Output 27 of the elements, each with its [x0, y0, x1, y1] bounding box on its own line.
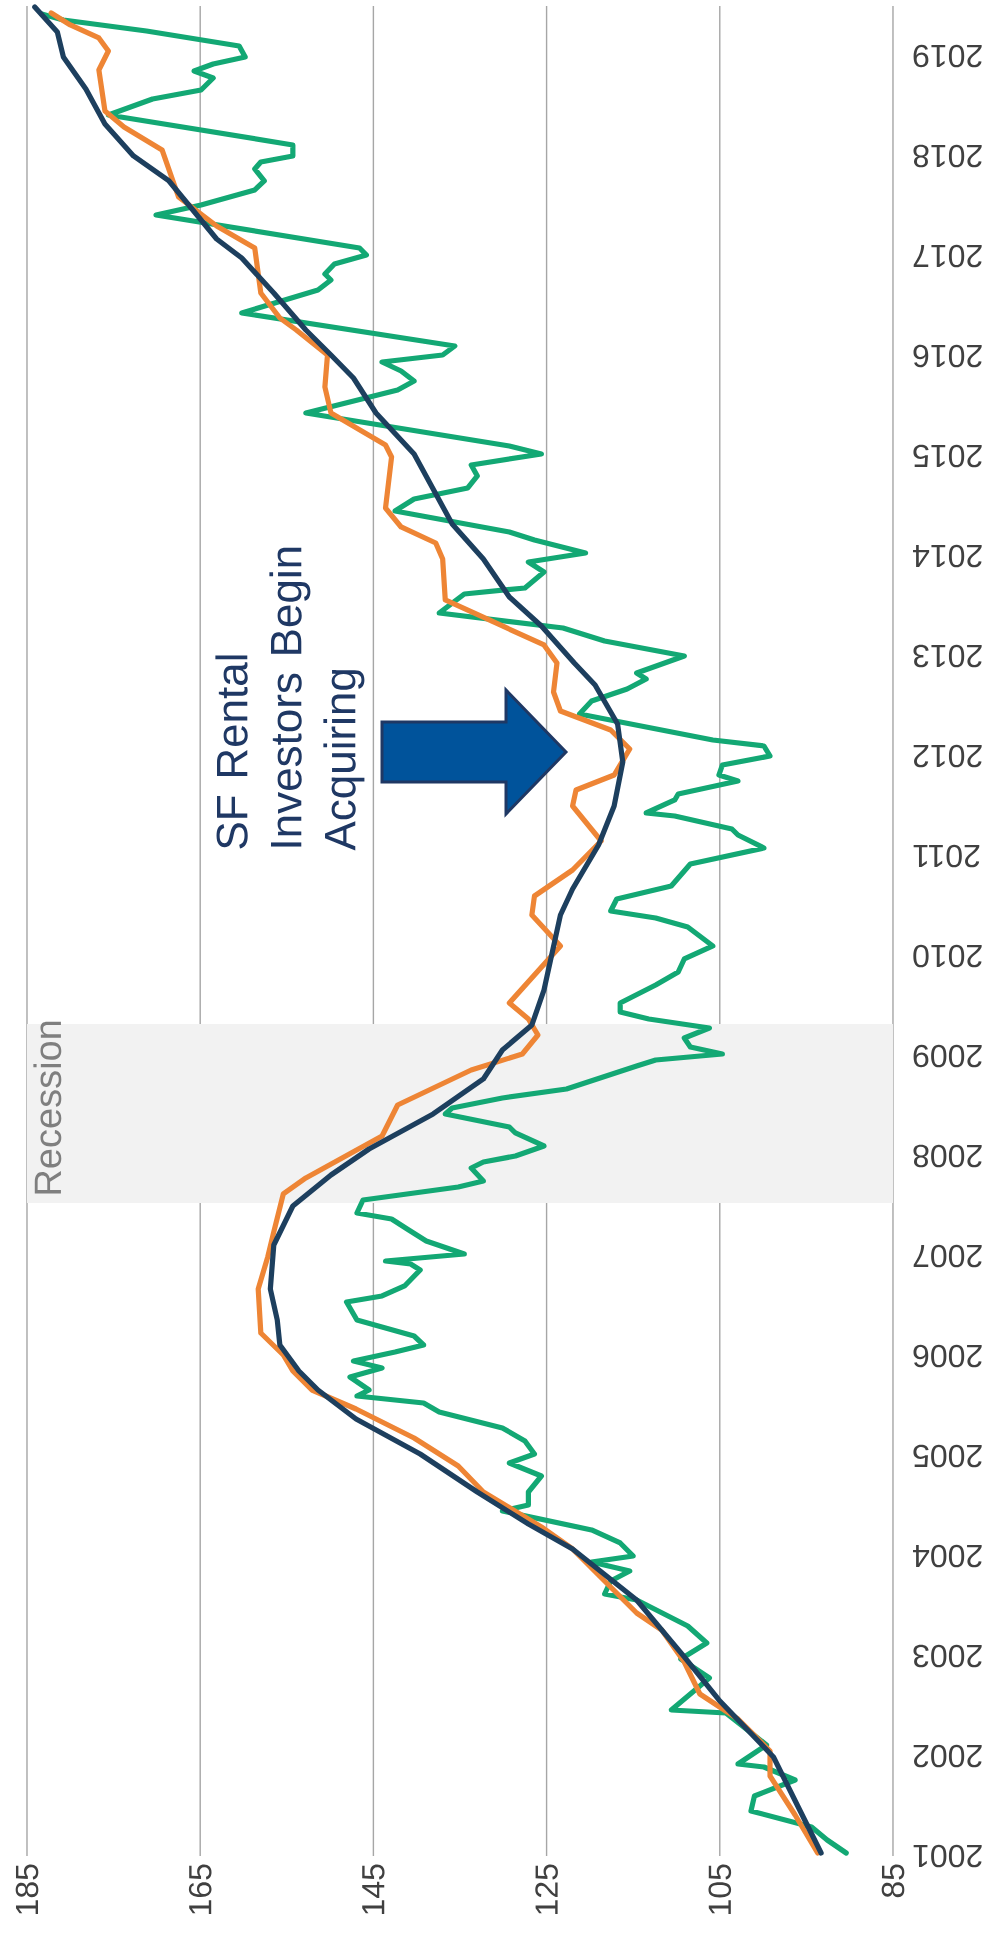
y-tick-label: 2017: [913, 244, 982, 268]
y-tick-label: 2012: [913, 744, 982, 768]
y-tick-label: 2007: [913, 1244, 982, 1268]
y-tick-label: 2004: [913, 1544, 982, 1568]
y-tick-label: 2019: [913, 44, 982, 68]
y-tick-label: 2001: [913, 1844, 982, 1868]
y-tick-label: 2009: [913, 1044, 982, 1068]
y-tick-label: 2011: [913, 844, 980, 868]
x-tick-label: 105: [708, 1864, 732, 1914]
y-tick-label: 2016: [913, 344, 982, 368]
y-tick-label: 2013: [913, 644, 982, 668]
x-tick-label: 145: [362, 1864, 385, 1914]
y-tick-label: 2015: [913, 444, 982, 468]
y-tick-label: 2010: [913, 944, 982, 968]
y-tick-label: 2005: [913, 1444, 982, 1468]
y-tick-label: 2002: [913, 1744, 982, 1768]
x-tick-label: 165: [188, 1864, 212, 1914]
y-tick-label: 2006: [913, 1344, 982, 1368]
y-tick-label: 2018: [913, 144, 982, 168]
band-label: Recession: [33, 1021, 62, 1194]
x-tick-label: 125: [535, 1864, 558, 1914]
y-tick-label: 2008: [913, 1144, 982, 1168]
y-tick-label: 2003: [913, 1644, 982, 1668]
annotation: SF Rental Investors Begin Acquiring: [215, 547, 365, 851]
y-tick-label: 2014: [913, 544, 982, 568]
x-tick-label: 185: [15, 1864, 39, 1914]
x-tick-label: 85: [881, 1864, 905, 1898]
